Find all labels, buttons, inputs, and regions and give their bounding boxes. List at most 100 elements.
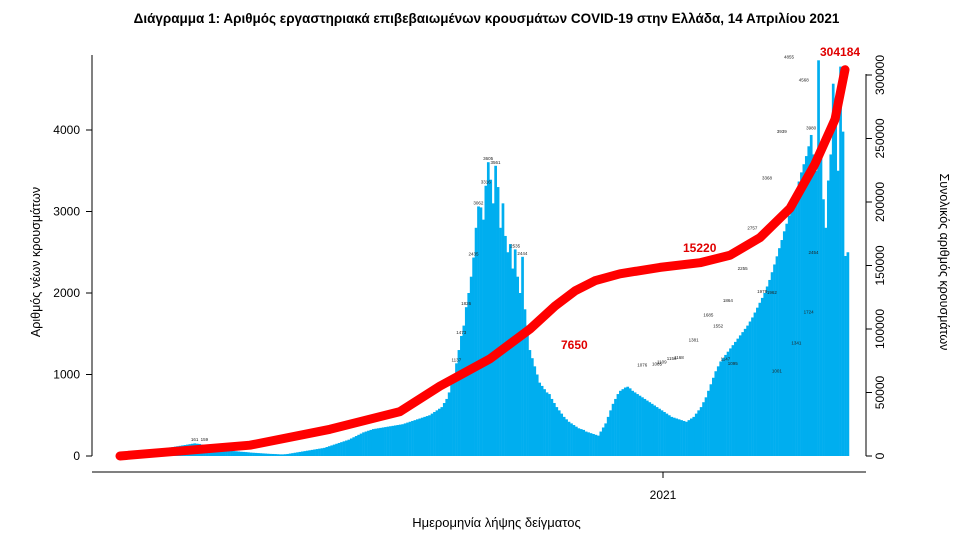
bar (594, 434, 598, 456)
bar-value-label: 3561 (491, 160, 502, 165)
y2-tick-label: 250000 (873, 118, 887, 158)
bar (518, 293, 522, 456)
bar (239, 451, 243, 456)
bar (413, 420, 417, 456)
bar (557, 410, 561, 456)
bar (797, 181, 801, 456)
bar (310, 449, 314, 456)
bar (839, 66, 842, 456)
bar (543, 389, 546, 456)
bar (486, 162, 490, 456)
bar (702, 402, 705, 456)
bar (430, 413, 434, 456)
bar (508, 244, 512, 456)
bar (736, 338, 740, 456)
bar (482, 219, 485, 456)
bar (447, 392, 451, 456)
bar (523, 309, 527, 456)
bar-value-label: 1168 (674, 355, 684, 360)
y-tick-label: 2000 (53, 286, 80, 300)
bar (680, 420, 683, 456)
bar (689, 418, 693, 456)
bar (296, 452, 299, 456)
bar (719, 361, 723, 456)
bar (398, 424, 402, 456)
bar (491, 203, 495, 456)
bar (670, 416, 674, 456)
bar (601, 427, 605, 456)
y-tick-label: 1000 (53, 368, 80, 382)
bar (420, 417, 424, 456)
bar (831, 83, 835, 456)
bar (325, 447, 329, 456)
bar (785, 223, 789, 456)
bar (298, 451, 302, 456)
bar (367, 430, 370, 456)
bar (638, 395, 642, 456)
bar (606, 416, 610, 456)
bar (538, 382, 542, 456)
bar (731, 345, 735, 456)
bar (653, 405, 656, 456)
bar (442, 403, 446, 456)
bar (222, 449, 226, 456)
bar (513, 249, 517, 456)
bar (724, 354, 727, 456)
bar (477, 206, 480, 456)
bar-value-label: 1552 (713, 324, 724, 329)
bar (391, 425, 395, 456)
y2-tick-label: 50000 (873, 375, 887, 409)
bar (619, 390, 622, 456)
bar-value-label: 2757 (747, 225, 758, 230)
bar (790, 207, 793, 456)
bar (472, 257, 475, 456)
bar (800, 172, 803, 456)
bar (819, 158, 823, 456)
bar (220, 449, 223, 456)
bar (780, 240, 784, 456)
cumulative-annotation: 7650 (561, 338, 588, 352)
bar (411, 420, 414, 456)
bar (479, 207, 483, 456)
bar (597, 435, 600, 456)
bar (274, 454, 277, 456)
bar-value-label: 3368 (762, 176, 773, 181)
bar (621, 389, 625, 456)
cumulative-annotation: 304184 (820, 45, 860, 59)
bar (357, 434, 360, 456)
bar (577, 428, 581, 456)
bar (464, 307, 468, 456)
bar-value-label: 1864 (723, 298, 734, 303)
bar (748, 321, 752, 456)
bar (804, 156, 808, 456)
bar (729, 348, 732, 456)
bar (362, 432, 365, 456)
bar (667, 415, 671, 456)
bar (305, 450, 309, 456)
bar (795, 191, 798, 456)
bar (237, 451, 241, 456)
bar (645, 400, 649, 456)
bar (345, 440, 348, 456)
bar (320, 448, 324, 456)
y2-axis-title: Συνολικός αριθμός κρουσμάτων (937, 174, 951, 351)
bar-value-label: 1962 (767, 290, 778, 295)
bar (687, 420, 691, 456)
bar-value-label: 3316 (481, 180, 492, 185)
bar (308, 450, 312, 456)
bar (716, 366, 720, 456)
y2-tick-label: 150000 (873, 245, 887, 285)
bar (327, 446, 331, 456)
bar-value-label: 1685 (703, 313, 714, 318)
bar (633, 392, 637, 456)
bar (264, 453, 268, 456)
bar (846, 252, 850, 456)
bar (562, 416, 566, 456)
bar (663, 411, 666, 456)
bar (836, 170, 840, 456)
bar-value-label: 3939 (777, 129, 788, 134)
bar (359, 433, 363, 456)
bar (692, 416, 696, 456)
y-axis-title: Αριθμός νέων κρουσμάτων (29, 187, 43, 337)
bar (303, 451, 307, 456)
